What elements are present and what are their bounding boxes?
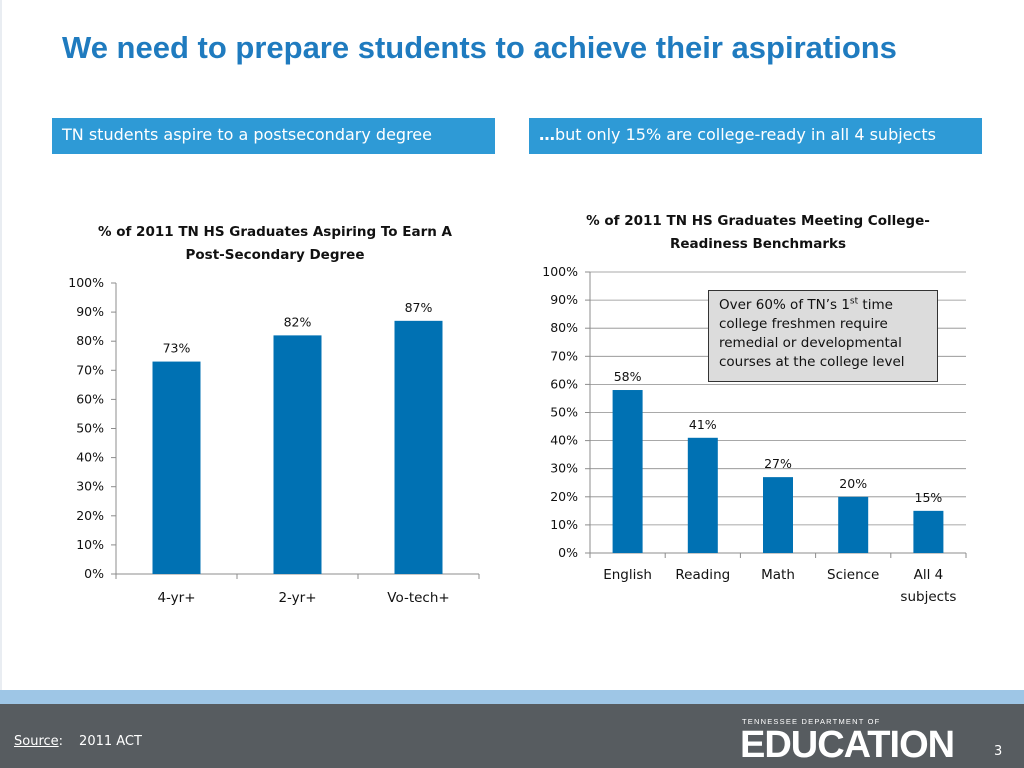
ready-y-tick-label: 40% — [550, 433, 578, 448]
ready-y-tick-label: 100% — [542, 264, 578, 279]
aspire-y-tick-label: 20% — [76, 508, 104, 523]
aspire-y-tick-label: 50% — [76, 421, 104, 436]
aspire-y-tick-label: 0% — [84, 566, 104, 581]
ready-data-label-3: 20% — [839, 476, 867, 491]
aspire-category-label-1: 2-yr+ — [278, 590, 316, 606]
aspire-bar-2 — [394, 320, 443, 574]
aspire-category-label-2: Vo-tech+ — [387, 590, 449, 606]
ready-bar-2 — [763, 477, 793, 553]
ready-y-tick-label: 0% — [558, 545, 578, 560]
ready-category-label-4: subjects — [900, 589, 956, 605]
ready-data-label-0: 58% — [614, 369, 642, 384]
left-edge-line — [0, 0, 2, 690]
aspire-data-label-1: 82% — [284, 314, 312, 329]
charts-canvas: % of 2011 TN HS Graduates Aspiring To Ea… — [68, 213, 967, 606]
aspire-bar-0 — [152, 361, 201, 574]
ready-y-tick-label: 20% — [550, 489, 578, 504]
callout-line1-pre: Over 60% of TN’s 1 — [719, 297, 850, 313]
aspire-bar-1 — [273, 335, 322, 574]
aspire-y-tick-label: 90% — [76, 304, 104, 319]
aspire-category-label-0: 4-yr+ — [157, 590, 195, 606]
right-banner-ellipsis: … — [539, 125, 555, 144]
callout-rest: college freshmen require remedial or dev… — [719, 316, 905, 370]
slide-title: We need to prepare students to achieve t… — [62, 30, 897, 65]
ready-y-tick-label: 30% — [550, 461, 578, 476]
aspire-y-tick-label: 80% — [76, 333, 104, 348]
ready-y-tick-label: 50% — [550, 405, 578, 420]
ready-bar-1 — [687, 437, 718, 553]
source-note: Source: 2011 ACT — [14, 734, 142, 749]
aspire-data-label-0: 73% — [163, 341, 191, 356]
aspire-y-tick-label: 100% — [68, 275, 104, 290]
ready-chart-title-line: % of 2011 TN HS Graduates Meeting Colleg… — [586, 213, 930, 229]
aspire-data-label-2: 87% — [405, 300, 433, 315]
ready-y-tick-label: 90% — [550, 292, 578, 307]
ready-data-label-1: 41% — [689, 417, 717, 432]
page-number: 3 — [994, 744, 1003, 759]
ready-data-label-4: 15% — [915, 490, 943, 505]
aspire-chart-title-line: Post-Secondary Degree — [186, 247, 365, 263]
ready-bar-4 — [913, 510, 944, 553]
footer-stripe — [0, 690, 1024, 704]
aspire-y-tick-label: 30% — [76, 479, 104, 494]
aspire-y-tick-label: 10% — [76, 537, 104, 552]
aspire-chart-title-line: % of 2011 TN HS Graduates Aspiring To Ea… — [98, 224, 453, 240]
ready-category-label-2: Math — [761, 567, 795, 583]
source-colon: : — [58, 734, 64, 749]
ready-y-tick-label: 80% — [550, 320, 578, 335]
ready-category-label-3: Science — [827, 567, 879, 583]
source-value: 2011 ACT — [79, 734, 142, 749]
aspire-y-tick-label: 60% — [76, 391, 104, 406]
education-logo: EDUCATION — [740, 724, 955, 766]
ready-category-label-4: All 4 — [914, 567, 944, 583]
aspire-y-tick-label: 70% — [76, 362, 104, 377]
ready-bar-0 — [612, 390, 643, 553]
ready-category-label-0: English — [603, 567, 652, 583]
ready-y-tick-label: 10% — [550, 517, 578, 532]
logo-dept-text: TENNESSEE DEPARTMENT OF — [742, 717, 881, 726]
ready-y-tick-label: 70% — [550, 348, 578, 363]
ready-y-tick-label: 60% — [550, 376, 578, 391]
ready-bar-3 — [838, 496, 869, 553]
ready-category-label-1: Reading — [675, 567, 730, 583]
source-label: Source — [14, 734, 59, 749]
footer-bar — [0, 704, 1024, 768]
aspire-y-tick-label: 40% — [76, 450, 104, 465]
right-banner: …but only 15% are college-ready in all 4… — [529, 118, 982, 154]
left-banner: TN students aspire to a postsecondary de… — [52, 118, 495, 154]
remedial-callout: Over 60% of TN’s 1st time college freshm… — [708, 290, 938, 382]
ready-data-label-2: 27% — [764, 456, 792, 471]
ready-chart-title-line: Readiness Benchmarks — [670, 236, 846, 252]
callout-superscript: st — [849, 296, 859, 307]
callout-line1-post: time — [858, 297, 893, 313]
right-banner-text: but only 15% are college-ready in all 4 … — [555, 125, 936, 144]
